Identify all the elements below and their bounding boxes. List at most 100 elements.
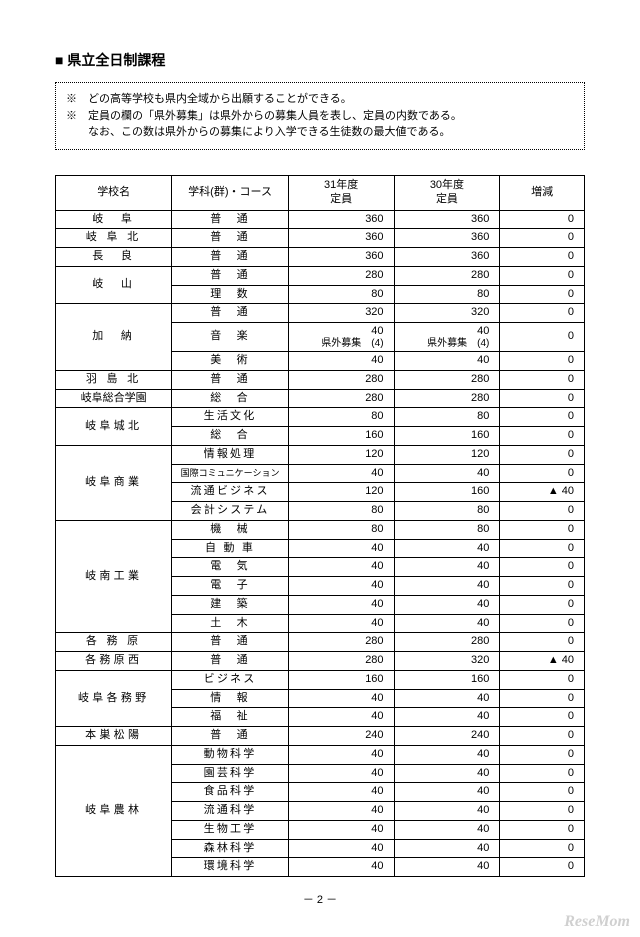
table-row: 岐阜総合学園総 合2802800 <box>56 389 585 408</box>
y31-cell: 80 <box>288 285 394 304</box>
diff-cell: 0 <box>500 427 585 446</box>
y30-cell: 40 <box>394 839 500 858</box>
diff-cell: 0 <box>500 229 585 248</box>
dept-cell: 建 築 <box>172 595 288 614</box>
dept-cell: 流通科学 <box>172 802 288 821</box>
y30-cell: 80 <box>394 408 500 427</box>
y30-cell: 40 <box>394 464 500 483</box>
dept-cell: 理 数 <box>172 285 288 304</box>
diff-cell: 0 <box>500 839 585 858</box>
dept-cell: 普 通 <box>172 370 288 389</box>
diff-cell: 0 <box>500 689 585 708</box>
dept-cell: 土 木 <box>172 614 288 633</box>
y31-cell: 80 <box>288 408 394 427</box>
col-diff: 増減 <box>500 175 585 210</box>
y31-cell: 40 <box>288 614 394 633</box>
y31-cell: 40 <box>288 764 394 783</box>
diff-cell: 0 <box>500 304 585 323</box>
diff-cell: 0 <box>500 445 585 464</box>
y30-cell: 360 <box>394 229 500 248</box>
table-row: 岐 阜普 通3603600 <box>56 210 585 229</box>
y30-cell: 80 <box>394 285 500 304</box>
y30-cell: 40 <box>394 595 500 614</box>
note-box: ※ どの高等学校も県内全域から出願することができる。 ※ 定員の欄の「県外募集」… <box>55 82 585 150</box>
dept-cell: 普 通 <box>172 304 288 323</box>
table-row: 岐阜各務野ビジネス1601600 <box>56 670 585 689</box>
dept-cell: 国際コミュニケーション <box>172 464 288 483</box>
table-row: 本巣松陽普 通2402400 <box>56 727 585 746</box>
dept-cell: 電 気 <box>172 558 288 577</box>
y30-cell: 240 <box>394 727 500 746</box>
y30-cell: 40 <box>394 558 500 577</box>
diff-cell: 0 <box>500 745 585 764</box>
school-cell: 岐阜各務野 <box>56 670 172 726</box>
y31-cell: 120 <box>288 483 394 502</box>
dept-cell: 美 術 <box>172 352 288 371</box>
diff-cell: 0 <box>500 266 585 285</box>
diff-cell: 0 <box>500 670 585 689</box>
diff-cell: 0 <box>500 464 585 483</box>
y30-cell: 40 <box>394 858 500 877</box>
diff-cell: 0 <box>500 633 585 652</box>
y30-cell: 40 <box>394 577 500 596</box>
table-row: 岐阜城北生活文化80800 <box>56 408 585 427</box>
y31-cell: 40 <box>288 352 394 371</box>
y30-cell: 320 <box>394 304 500 323</box>
y31-cell: 160 <box>288 670 394 689</box>
y30-cell: 280 <box>394 633 500 652</box>
y31-cell: 280 <box>288 266 394 285</box>
y30-cell: 160 <box>394 427 500 446</box>
y31-cell: 40県外募集 (4) <box>288 323 394 352</box>
y30-cell: 120 <box>394 445 500 464</box>
diff-cell: 0 <box>500 370 585 389</box>
table-row: 長 良普 通3603600 <box>56 248 585 267</box>
dept-cell: 生物工学 <box>172 820 288 839</box>
note-line: ※ どの高等学校も県内全域から出願することができる。 <box>66 91 574 108</box>
dept-cell: 森林科学 <box>172 839 288 858</box>
diff-cell: 0 <box>500 539 585 558</box>
y31-cell: 40 <box>288 577 394 596</box>
table-row: 岐 阜 北普 通3603600 <box>56 229 585 248</box>
diff-cell: 0 <box>500 614 585 633</box>
diff-cell: 0 <box>500 708 585 727</box>
y31-cell: 40 <box>288 539 394 558</box>
school-cell: 岐南工業 <box>56 520 172 633</box>
dept-cell: 動物科学 <box>172 745 288 764</box>
table-row: 岐阜商業情報処理1201200 <box>56 445 585 464</box>
dept-cell: 普 通 <box>172 727 288 746</box>
dept-cell: 総 合 <box>172 427 288 446</box>
y30-cell: 280 <box>394 389 500 408</box>
dept-cell: 会計システム <box>172 502 288 521</box>
dept-cell: 福 祉 <box>172 708 288 727</box>
dept-cell: 生活文化 <box>172 408 288 427</box>
y31-cell: 280 <box>288 370 394 389</box>
dept-cell: 電 子 <box>172 577 288 596</box>
table-row: 岐南工業機 械80800 <box>56 520 585 539</box>
dept-cell: 環境科学 <box>172 858 288 877</box>
page-heading: ■ 県立全日制課程 <box>55 50 585 70</box>
diff-cell: 0 <box>500 783 585 802</box>
diff-cell: 0 <box>500 389 585 408</box>
y31-cell: 320 <box>288 304 394 323</box>
diff-cell: 0 <box>500 577 585 596</box>
diff-cell: 0 <box>500 820 585 839</box>
y31-cell: 280 <box>288 633 394 652</box>
dept-cell: 情報処理 <box>172 445 288 464</box>
y30-cell: 40 <box>394 539 500 558</box>
y30-cell: 40 <box>394 745 500 764</box>
diff-cell: 0 <box>500 802 585 821</box>
header-row: 学校名 学科(群)・コース 31年度定員 30年度定員 増減 <box>56 175 585 210</box>
y30-cell: 160 <box>394 670 500 689</box>
y30-cell: 40 <box>394 689 500 708</box>
dept-cell: 機 械 <box>172 520 288 539</box>
table-row: 羽 島 北普 通2802800 <box>56 370 585 389</box>
y31-cell: 40 <box>288 708 394 727</box>
school-cell: 岐阜城北 <box>56 408 172 446</box>
table-row: 岐 山普 通2802800 <box>56 266 585 285</box>
y31-cell: 40 <box>288 839 394 858</box>
y30-cell: 40 <box>394 802 500 821</box>
diff-cell: 0 <box>500 520 585 539</box>
y31-cell: 360 <box>288 229 394 248</box>
diff-cell: 0 <box>500 323 585 352</box>
school-cell: 岐阜農林 <box>56 745 172 876</box>
